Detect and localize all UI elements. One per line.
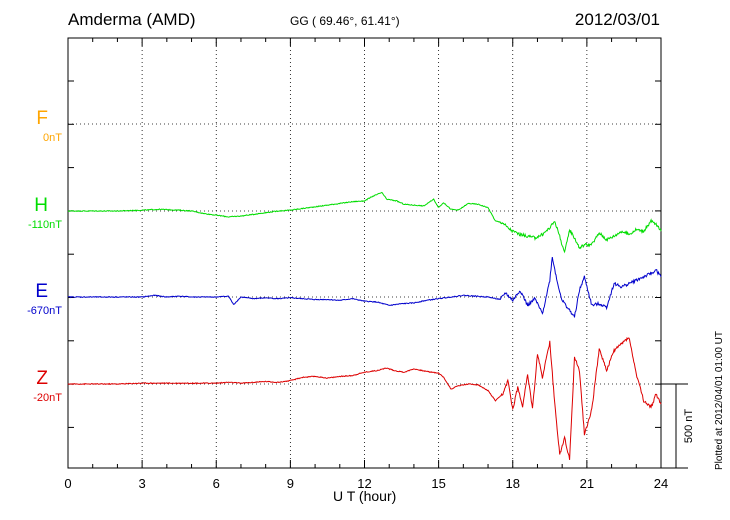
- x-tick-label: 3: [139, 476, 146, 491]
- scale-bar-label: 500 nT: [683, 409, 695, 444]
- x-axis-label: U T (hour): [333, 488, 397, 504]
- x-tick-label: 24: [654, 476, 668, 491]
- x-tick-label: 12: [357, 476, 371, 491]
- plot-date: 2012/03/01: [574, 10, 660, 29]
- x-tick-label: 21: [580, 476, 594, 491]
- channel-label-e: E: [35, 281, 48, 302]
- channel-label-z: Z: [36, 368, 48, 389]
- channel-baseline-h: -110nT: [28, 219, 62, 231]
- x-tick-label: 6: [213, 476, 220, 491]
- channel-label-h: H: [34, 195, 48, 216]
- x-tick-label: 15: [431, 476, 445, 491]
- series-line-e: [67, 257, 662, 318]
- station-coordinates: GG ( 69.46°, 61.41°): [290, 14, 400, 28]
- channel-baseline-e: -670nT: [27, 305, 62, 317]
- channel-baseline-f: 0nT: [43, 132, 62, 144]
- series-line-z: [67, 336, 662, 460]
- channel-label-f: F: [36, 108, 48, 129]
- station-title: Amderma (AMD): [68, 10, 196, 29]
- x-tick-label: 9: [287, 476, 294, 491]
- series-line-h: [67, 191, 662, 254]
- channel-baseline-z: -20nT: [33, 392, 62, 404]
- x-tick-label: 0: [64, 476, 71, 491]
- plotted-timestamp: Plotted at 2012/04/01 01:00 UT: [714, 331, 725, 470]
- x-tick-label: 18: [506, 476, 520, 491]
